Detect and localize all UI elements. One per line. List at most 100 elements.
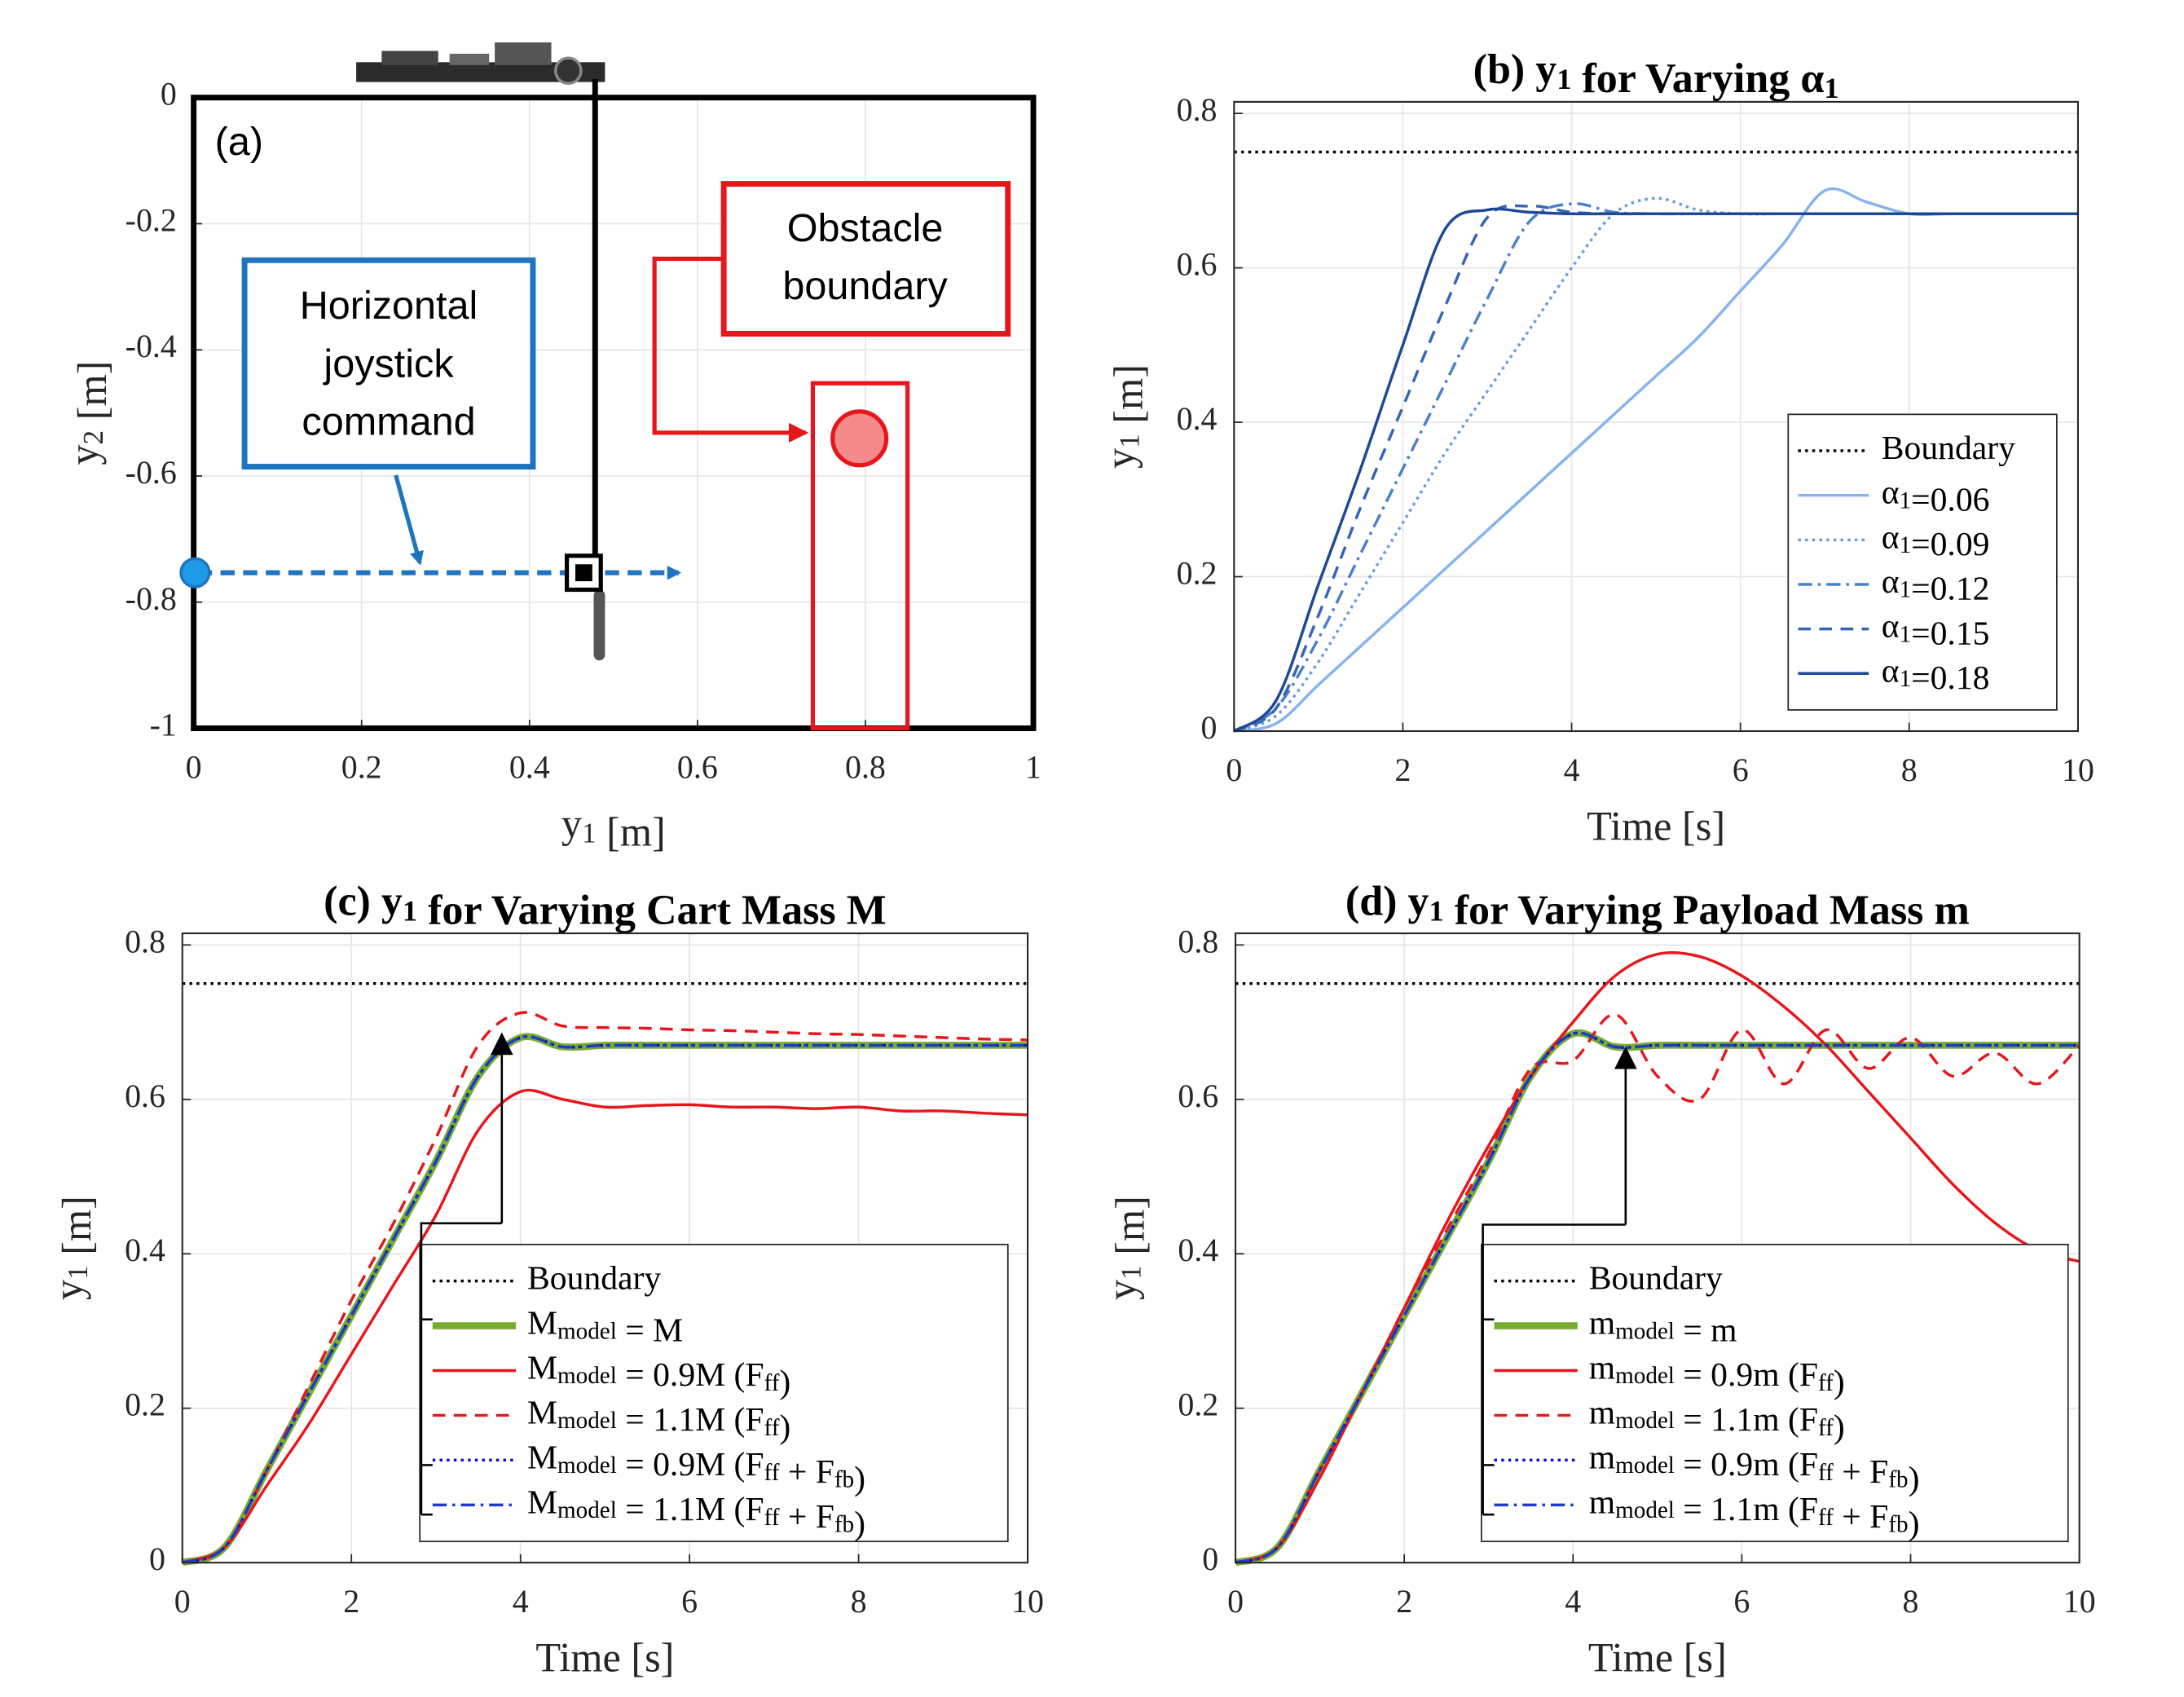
panel-label: (a) [215, 120, 263, 164]
annotation: command [302, 399, 475, 443]
annotation: joystick [322, 342, 454, 386]
legend-label: α1=0.18 [1882, 652, 1990, 697]
annotation: boundary [782, 264, 948, 308]
x-axis-label: Time [s] [1588, 1634, 1727, 1680]
axes-frame [1235, 932, 2081, 1564]
y-tick-label: 0.8 [1178, 923, 1218, 959]
y-tick-label: -0.4 [125, 328, 177, 364]
bracket [1482, 1223, 1626, 1515]
y-tick-label: 0.2 [1177, 555, 1217, 592]
legend-label: α1=0.12 [1882, 563, 1990, 608]
chart-title: (d) y1 for Varying Payload Mass m [1345, 878, 1970, 933]
legend-label: Mmodel = 1.1M (Fff + Ffb) [527, 1483, 865, 1542]
y-tick-label: 0.6 [125, 1078, 165, 1114]
legend-label: mmodel = 0.9m (Fff) [1589, 1349, 1845, 1400]
obstacle-callout [720, 181, 1011, 337]
y-tick-label: 0 [1201, 709, 1217, 746]
y-tick-label: 0.6 [1178, 1078, 1218, 1114]
x-tick-label: 8 [1901, 752, 1918, 788]
cart-icon [356, 42, 605, 86]
legend-box [419, 1243, 1009, 1543]
legend-label: mmodel = m [1589, 1304, 1737, 1349]
series-line [182, 1088, 1028, 1564]
y-tick-label: 0.4 [1178, 1232, 1218, 1268]
x-tick-label: 8 [851, 1583, 867, 1620]
legend-label: Mmodel = M [527, 1304, 683, 1349]
x-tick-label: 0.4 [509, 749, 550, 786]
start-point [179, 557, 211, 588]
legend-label: α1=0.09 [1882, 518, 1990, 563]
x-tick-label: 4 [1565, 1583, 1581, 1620]
legend-label: Boundary [527, 1259, 661, 1297]
callout-arrow [652, 256, 809, 443]
y-tick-label: 0.8 [125, 923, 165, 959]
x-tick-label: 2 [1396, 1583, 1412, 1620]
y-axis-label: y1 [m] [45, 1196, 99, 1300]
y-tick-label: -0.2 [125, 202, 177, 239]
legend-label: mmodel = 0.9m (Fff + Ffb) [1589, 1439, 1920, 1497]
y-tick-label: 0.2 [1178, 1386, 1218, 1423]
y-axis-label: y1 [m] [1098, 1196, 1152, 1300]
x-tick-label: 0 [186, 749, 202, 786]
x-tick-label: 10 [1011, 1583, 1044, 1620]
x-tick-label: 4 [1564, 752, 1580, 788]
panel: 0 2 4 6 8 10 0 0.2 0.4 0.6 0.8 Time [s] y1 [m] (d) y1… [1098, 878, 2095, 1680]
legend-label: α1=0.15 [1882, 607, 1990, 652]
annotation: Obstacle [787, 206, 944, 250]
x-axis-label: Time [s] [1587, 803, 1725, 848]
y-axis-label: y2 [m] [60, 361, 115, 465]
x-tick-label: 4 [513, 1583, 529, 1620]
x-tick-label: 0 [1226, 752, 1242, 788]
obstacle [830, 409, 889, 468]
legend-label: mmodel = 1.1m (Fff + Ffb) [1589, 1483, 1920, 1542]
y-tick-label: -0.6 [125, 454, 177, 491]
panel: 0 2 4 6 8 10 0 0.2 0.4 0.6 0.8 Time [s] y1 [m] (b) y1… [1097, 46, 2094, 848]
legend-label: mmodel = 1.1m (Fff) [1589, 1394, 1845, 1445]
x-axis-label: Time [s] [535, 1634, 674, 1680]
x-tick-label: 2 [1394, 752, 1411, 788]
legend-box [1787, 413, 2058, 711]
x-tick-label: 1 [1025, 749, 1041, 786]
callout-arrow [394, 474, 424, 566]
y-tick-label: 0 [149, 1541, 165, 1577]
legend-label: Mmodel = 0.9M (Fff) [527, 1349, 790, 1400]
y-tick-label: 0.4 [125, 1232, 165, 1268]
axes-frame [181, 932, 1029, 1564]
x-tick-label: 6 [681, 1583, 698, 1620]
series-line [182, 1034, 1028, 1564]
x-tick-label: 10 [2063, 1583, 2096, 1620]
y-tick-label: -1 [150, 707, 177, 743]
chart-title: (c) y1 for Varying Cart Mass M [324, 878, 887, 933]
legend-label: Mmodel = 1.1M (Fff) [527, 1394, 790, 1445]
y-axis-label: y1 [m] [1097, 364, 1151, 469]
x-tick-label: 0.8 [845, 749, 886, 786]
x-tick-label: 0 [1227, 1583, 1244, 1620]
y-tick-label: 0 [1202, 1541, 1218, 1577]
axes-frame [1233, 100, 2079, 733]
payload-icon [564, 553, 605, 661]
y-tick-label: 0.8 [1177, 91, 1217, 128]
joystick-callout [241, 257, 536, 470]
legend-label: Boundary [1882, 430, 2015, 467]
y-tick-label: 0.4 [1177, 400, 1217, 437]
x-tick-label: 10 [2062, 752, 2094, 788]
x-tick-label: 6 [1733, 752, 1749, 788]
series-line [1233, 207, 2078, 733]
y-tick-label: 0 [161, 76, 177, 112]
obstacle-region [810, 381, 910, 731]
x-tick-label: 0.6 [677, 749, 718, 786]
annotations: (a) Horizontal joystick command Obstacle boun… [179, 42, 1637, 1516]
x-tick-label: 0 [174, 1583, 191, 1620]
y-tick-label: 0.6 [1177, 246, 1217, 283]
x-tick-label: 8 [1903, 1583, 1919, 1620]
legend-label: Boundary [1589, 1259, 1723, 1297]
annotation: Horizontal [300, 284, 478, 328]
legend-box [1481, 1243, 2069, 1543]
legend-label: Mmodel = 0.9M (Fff + Ffb) [527, 1439, 865, 1497]
legend: Boundary α1=0.06α1=0.09α1=0.12α1=0.15α1=0… [1787, 413, 2058, 711]
chart-title: (b) y1 for Varying α1 [1473, 46, 1839, 104]
series-line [182, 1011, 1028, 1564]
